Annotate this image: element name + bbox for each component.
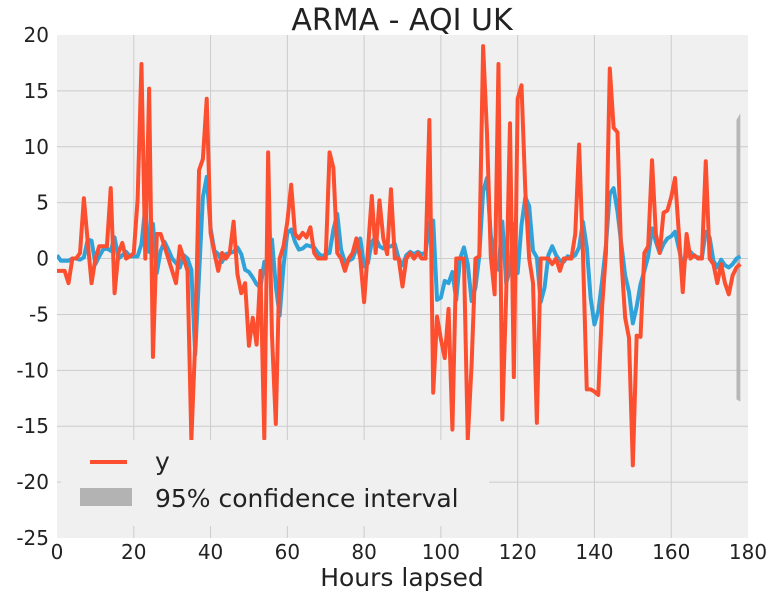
legend-box: [61, 440, 489, 526]
x-tick-label: 160: [652, 540, 690, 564]
y-tick-label: 5: [36, 191, 49, 215]
x-tick-label: 180: [729, 540, 767, 564]
series-line-y: [57, 44, 742, 468]
x-tick-label: 120: [499, 540, 537, 564]
y-tick-label: -25: [16, 526, 49, 550]
legend-label-y: y: [155, 447, 170, 476]
y-tick-label: -5: [29, 302, 49, 326]
x-tick-label: 100: [422, 540, 460, 564]
y-tick-label: 20: [24, 23, 49, 47]
y-tick-label: -15: [16, 414, 49, 438]
y-tick-label: 0: [36, 247, 49, 271]
x-tick-label: 40: [198, 540, 223, 564]
x-tick-label: 80: [351, 540, 376, 564]
y-tick-label: 10: [24, 135, 49, 159]
tick-layer: 0 20 40 60 80 100 120 140 160 180 -25 -20 -15 -10 -5 0 5…: [16, 23, 767, 564]
chart-title: ARMA - AQI UK: [291, 3, 514, 38]
x-tick-label: 140: [575, 540, 613, 564]
legend: y 95% confidence interval: [61, 440, 489, 526]
legend-swatch-ci: [80, 488, 132, 506]
y-tick-label: -10: [16, 358, 49, 382]
y-tick-label: -20: [16, 470, 49, 494]
series-layer: [57, 44, 742, 468]
x-tick-label: 60: [275, 540, 300, 564]
x-tick-label: 20: [121, 540, 146, 564]
y-tick-label: 15: [24, 79, 49, 103]
x-tick-label: 0: [51, 540, 64, 564]
x-axis-label: Hours lapsed: [320, 563, 484, 592]
legend-label-ci: 95% confidence interval: [155, 484, 459, 513]
